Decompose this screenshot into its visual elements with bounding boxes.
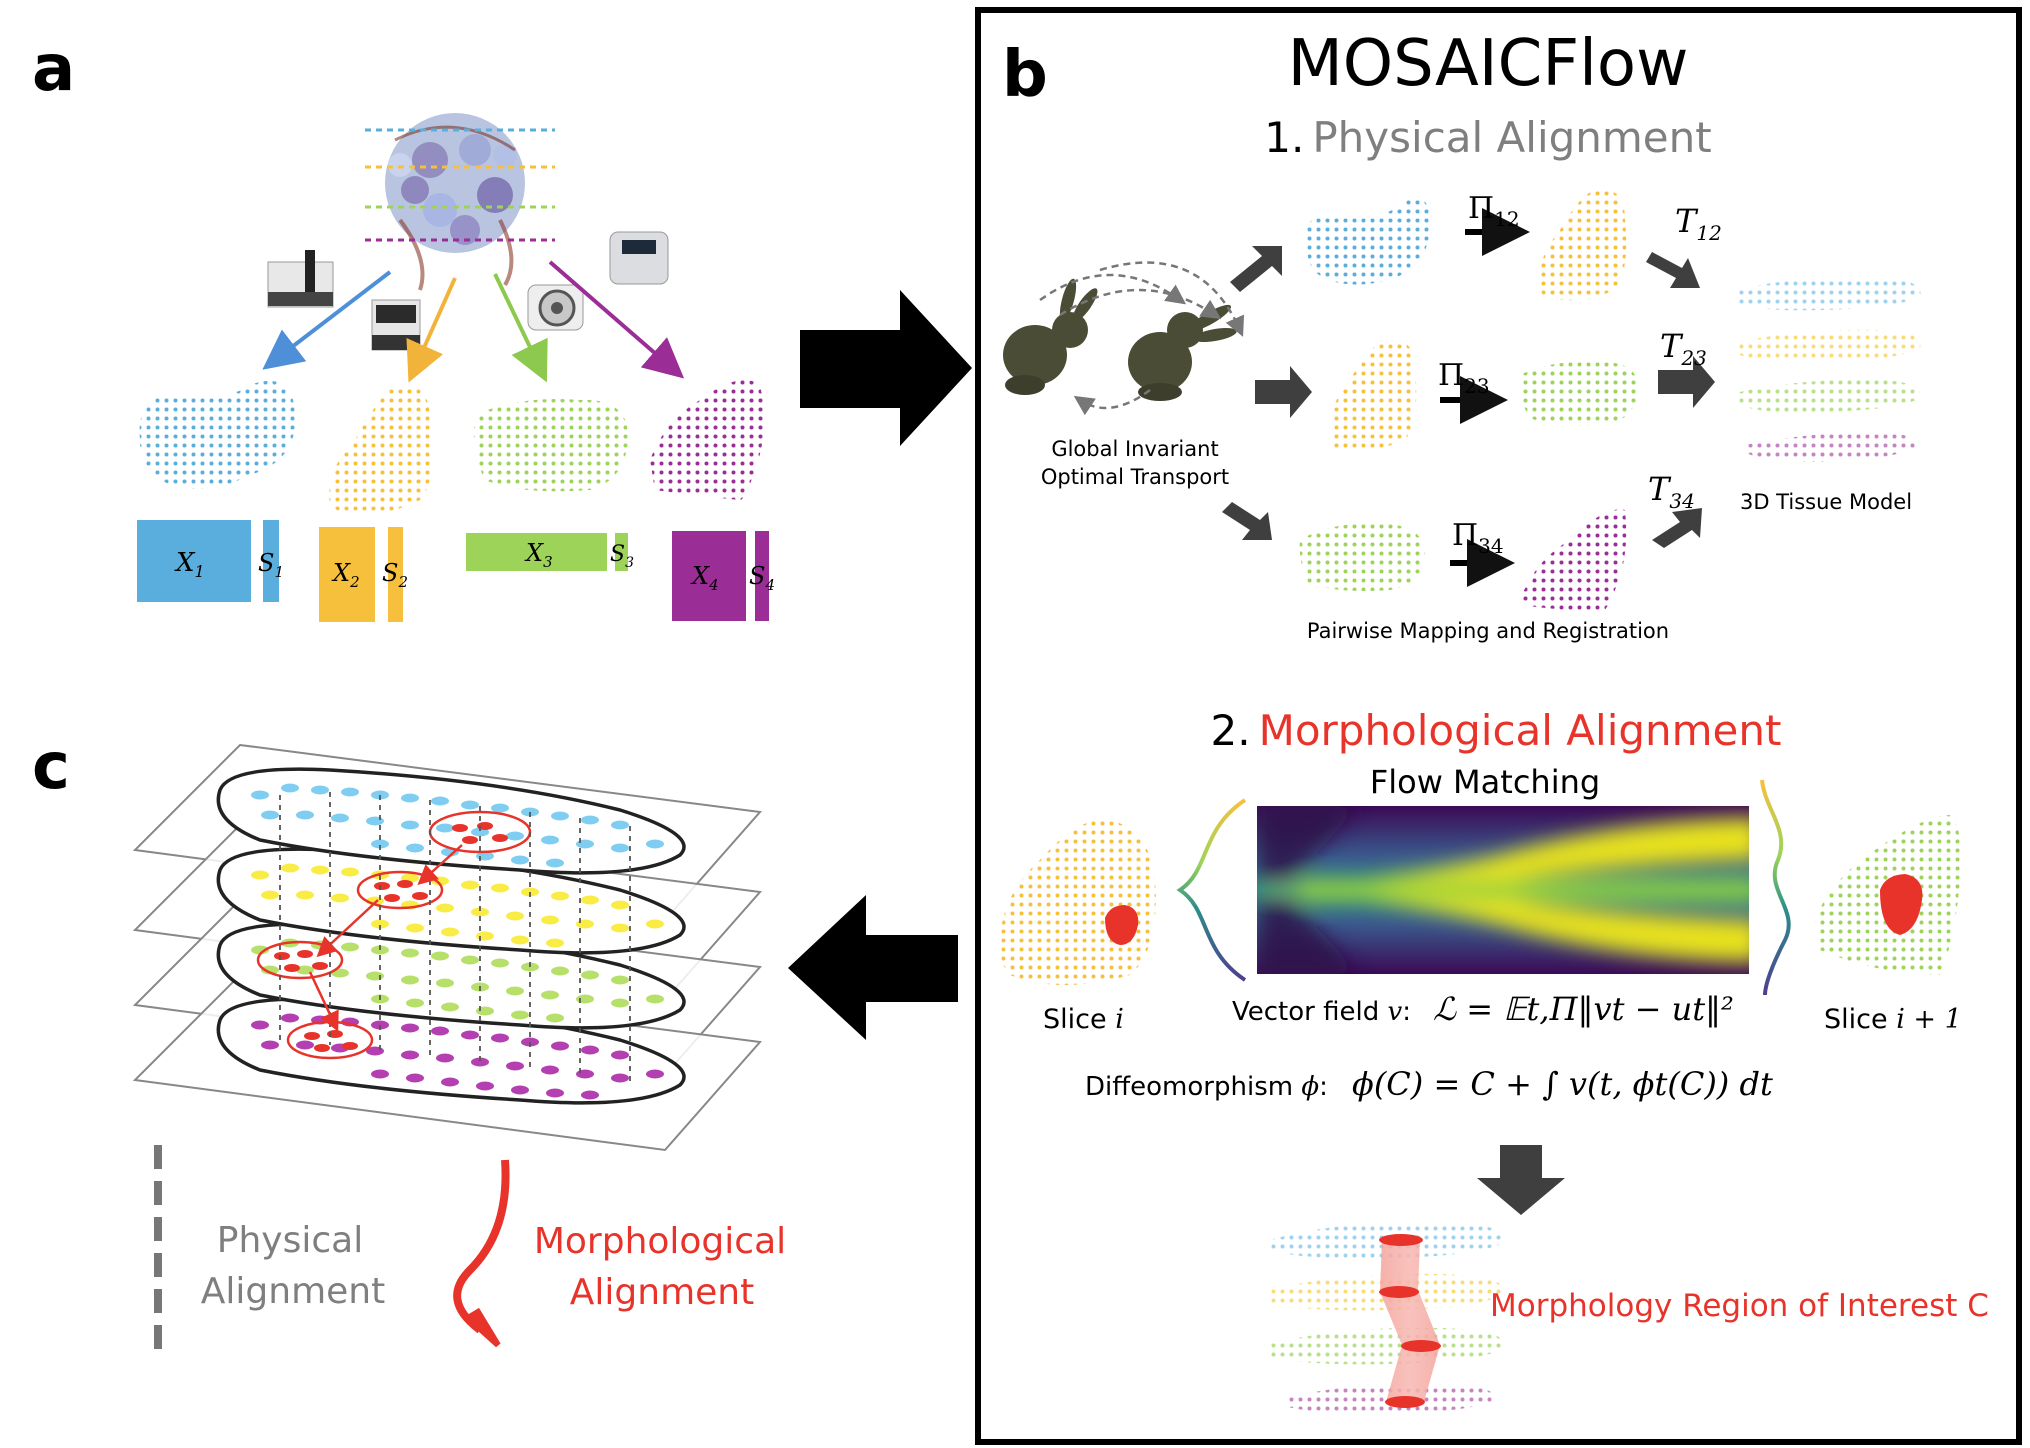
arrow-to-row2 (1255, 366, 1312, 418)
flow-heatmap (1257, 806, 1749, 974)
roi-label: Morphology Region of Interest C (1490, 1288, 1989, 1324)
diffeo-label: Diffeomorphism ϕ: (1085, 1072, 1328, 1102)
matrix-s1-label: S (258, 549, 274, 577)
svg-text:X4: X4 (690, 562, 719, 594)
pairwise-label: Pairwise Mapping and Registration (1307, 619, 1669, 643)
arrow-t23 (1658, 356, 1715, 408)
tissue-model-stack (1735, 277, 1921, 462)
t12-label: T12 (1675, 202, 1722, 245)
slice-blue (139, 380, 296, 489)
svg-text:X3: X3 (524, 539, 553, 571)
bunny-icon (1128, 304, 1237, 401)
matrix-s4-label: S (749, 562, 765, 590)
matrix-s3-label: S (610, 542, 625, 567)
right-distribution-curve (1760, 779, 1791, 996)
t23-label: T23 (1660, 327, 1707, 370)
vector-field-label: Vector field v: (1232, 997, 1411, 1027)
matrix-block-4: X4 S4 (672, 531, 775, 621)
svg-text:S1: S1 (258, 549, 284, 581)
slice-green (473, 399, 629, 492)
got-label-line2: Optimal Transport (1041, 465, 1229, 489)
got-label-line1: Global Invariant (1051, 437, 1218, 461)
matrix-block-3: X3 S3 (466, 533, 634, 571)
legend-physical-line1: Physical (217, 1220, 363, 1261)
svg-text:S3: S3 (610, 542, 634, 571)
svg-text:X2: X2 (331, 559, 360, 591)
matrix-x4-label: X (690, 562, 710, 590)
b-slice-blue (1306, 197, 1430, 285)
matrix-block-2: X2 S2 (319, 527, 408, 622)
loss-formula: ℒ = 𝔼t,Π‖vt − ut‖² (1433, 990, 1734, 1028)
pi23-label: Π23 (1438, 358, 1490, 398)
slice-i1-label: Slice i + 1 (1824, 1004, 1962, 1035)
slice-i (999, 819, 1156, 985)
b-slice-green-2 (1299, 523, 1425, 591)
arrow-t12 (1646, 252, 1700, 288)
tissue-model-label: 3D Tissue Model (1740, 490, 1912, 514)
microscope-icon (527, 284, 584, 331)
pi12-label: Π12 (1468, 191, 1520, 231)
down-arrow (1477, 1145, 1565, 1215)
b-slice-yellow-2 (1329, 339, 1417, 451)
svg-text:X1: X1 (174, 548, 205, 581)
svg-text:S2: S2 (382, 559, 408, 591)
legend-physical-line2: Alignment (201, 1271, 385, 1312)
legend-morph-line1: Morphological (534, 1221, 786, 1262)
sequencer-icon (371, 299, 421, 351)
panel-label-a: a (32, 32, 75, 106)
panel-label-b: b (1002, 38, 1048, 112)
b-slice-green-1 (1519, 361, 1639, 426)
instrument-icon (609, 231, 669, 285)
arrow-to-row1 (1230, 246, 1282, 292)
bunny-icon (1003, 278, 1098, 395)
left-distribution-curve (1176, 798, 1247, 982)
arrow-to-row3 (1222, 502, 1272, 540)
arrow-t34 (1652, 508, 1702, 548)
panel-b-frame (975, 7, 2022, 1445)
sequencer-icon (267, 250, 334, 308)
panel-label-c: c (32, 730, 70, 804)
step2-heading: 2. Morphological Alignment (1211, 706, 1782, 755)
legend-morph-line2: Alignment (570, 1272, 754, 1313)
matrix-s2-label: S (382, 559, 398, 587)
slice-yellow (329, 384, 433, 515)
big-arrow-left (788, 895, 958, 1040)
step1-heading: 1. Physical Alignment (1264, 113, 1711, 162)
tumor-icon (385, 113, 525, 291)
matrix-x3-label: X (524, 539, 544, 567)
b-slice-purple (1520, 509, 1627, 613)
pi34-label: Π34 (1452, 518, 1504, 558)
panel-a: X1 S1 X2 S2 X3 S3 X4 S4 (137, 113, 775, 622)
matrix-x2-label: X (331, 559, 351, 587)
roi-stack (1270, 1221, 1506, 1414)
slice-i-roi (1105, 905, 1139, 945)
b-slice-yellow-1 (1539, 189, 1627, 301)
panel-b-title: MOSAICFlow (1288, 27, 1689, 101)
t34-label: T34 (1648, 470, 1695, 513)
flow-matching-label: Flow Matching (1370, 763, 1600, 801)
slice-i-label: Slice i (1043, 1004, 1124, 1035)
legend-morph-arrow (453, 1159, 510, 1334)
panel-c: Physical Alignment Morphological Alignme… (132, 743, 786, 1355)
matrix-x1-label: X (174, 548, 196, 578)
diffeo-formula: ϕ(C) = C + ∫ v(t, ϕt(C)) dt (1352, 1065, 1773, 1103)
slice-purple (650, 380, 764, 500)
big-arrow-right (800, 290, 972, 446)
slice-i1-roi (1880, 874, 1923, 935)
svg-text:S4: S4 (749, 562, 775, 594)
matrix-block-1: X1 S1 (137, 520, 284, 602)
